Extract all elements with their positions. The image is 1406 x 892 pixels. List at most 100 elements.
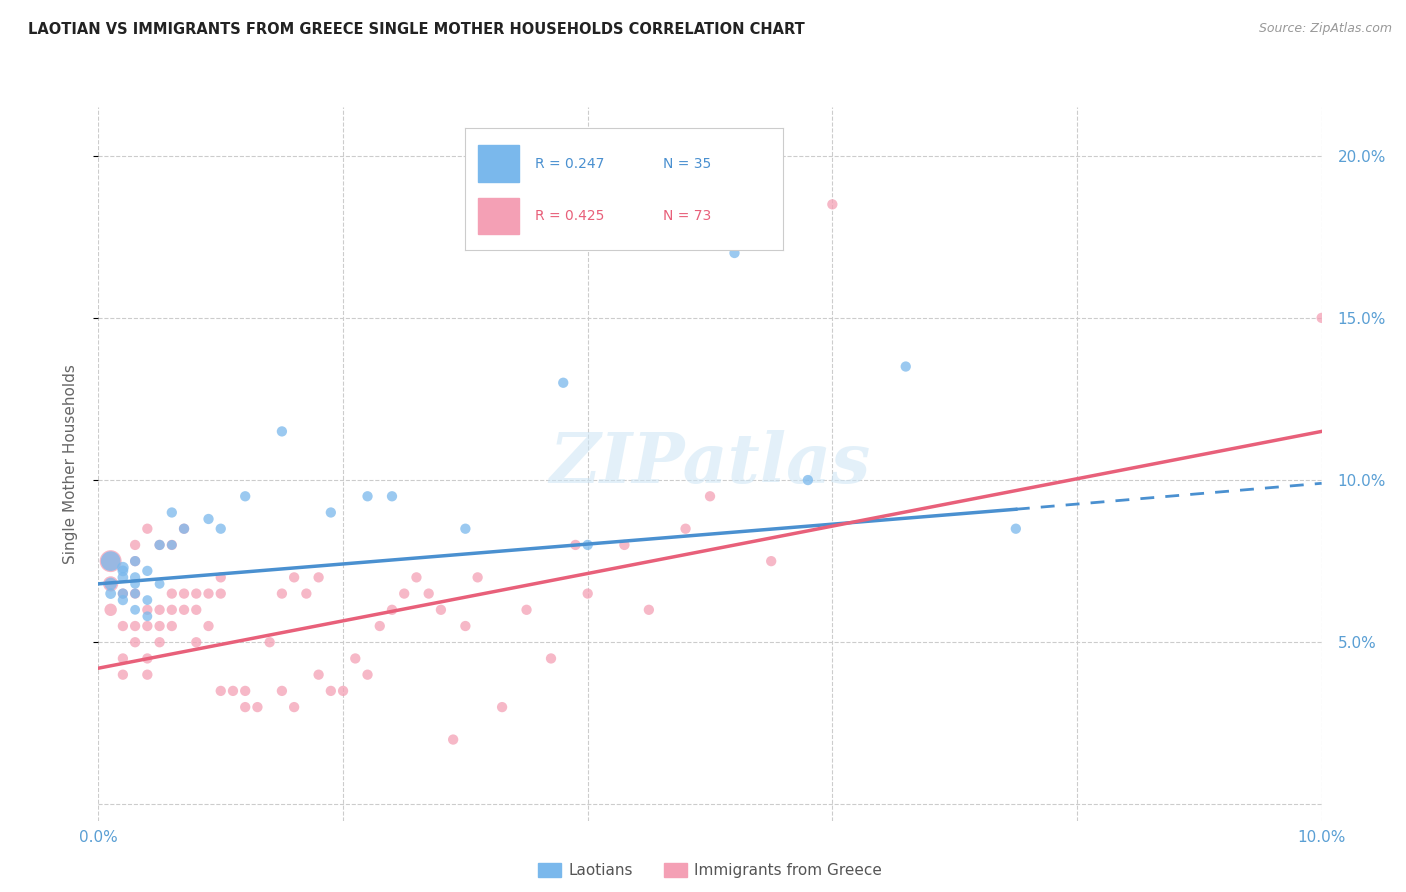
Point — [100, 577, 122, 591]
Point — [136, 667, 159, 681]
Point — [381, 603, 404, 617]
Point — [111, 560, 134, 574]
Point — [111, 586, 134, 600]
Point — [344, 651, 367, 665]
Point — [209, 684, 232, 698]
Point — [418, 586, 440, 600]
Point — [197, 619, 219, 633]
Point — [319, 684, 342, 698]
Point — [124, 619, 146, 633]
Point — [270, 684, 292, 698]
Point — [308, 570, 330, 584]
Point — [283, 700, 305, 714]
Point — [233, 684, 256, 698]
Point — [100, 586, 122, 600]
Point — [186, 586, 208, 600]
Y-axis label: Single Mother Households: Single Mother Households — [63, 364, 77, 564]
Point — [259, 635, 281, 649]
Point — [821, 197, 844, 211]
Point — [111, 619, 134, 633]
Point — [441, 732, 464, 747]
Point — [111, 651, 134, 665]
Point — [136, 522, 159, 536]
Point — [111, 570, 134, 584]
Point — [430, 603, 453, 617]
Point — [186, 603, 208, 617]
Point — [124, 554, 146, 568]
Point — [246, 700, 269, 714]
Point — [124, 635, 146, 649]
Point — [173, 603, 195, 617]
Point — [136, 564, 159, 578]
Point — [576, 538, 599, 552]
Point — [149, 635, 172, 649]
Point — [160, 506, 183, 520]
Point — [124, 538, 146, 552]
Point — [149, 619, 172, 633]
Point — [173, 522, 195, 536]
Point — [368, 619, 391, 633]
Point — [209, 522, 232, 536]
Point — [576, 586, 599, 600]
Point — [797, 473, 820, 487]
Point — [136, 603, 159, 617]
Point — [564, 538, 586, 552]
Point — [160, 603, 183, 617]
Point — [759, 554, 782, 568]
Point — [160, 538, 183, 552]
Point — [491, 700, 513, 714]
Point — [699, 489, 721, 503]
Point — [136, 651, 159, 665]
Point — [516, 603, 538, 617]
Point — [149, 538, 172, 552]
Point — [100, 603, 122, 617]
Point — [405, 570, 427, 584]
Point — [197, 586, 219, 600]
Point — [124, 554, 146, 568]
Point — [100, 554, 122, 568]
Legend: Laotians, Immigrants from Greece: Laotians, Immigrants from Greece — [531, 857, 889, 884]
Point — [197, 512, 219, 526]
Point — [160, 619, 183, 633]
Point — [111, 564, 134, 578]
Point — [124, 603, 146, 617]
Point — [124, 586, 146, 600]
Point — [111, 593, 134, 607]
Point — [723, 246, 745, 260]
Point — [149, 603, 172, 617]
Point — [381, 489, 404, 503]
Point — [454, 522, 477, 536]
Point — [100, 577, 122, 591]
Point — [356, 489, 378, 503]
Text: LAOTIAN VS IMMIGRANTS FROM GREECE SINGLE MOTHER HOUSEHOLDS CORRELATION CHART: LAOTIAN VS IMMIGRANTS FROM GREECE SINGLE… — [28, 22, 804, 37]
Point — [136, 619, 159, 633]
Point — [111, 667, 134, 681]
Point — [675, 522, 697, 536]
Point — [332, 684, 354, 698]
Point — [149, 577, 172, 591]
Point — [173, 522, 195, 536]
Point — [553, 376, 575, 390]
Point — [308, 667, 330, 681]
Point — [233, 489, 256, 503]
Point — [136, 609, 159, 624]
Point — [186, 635, 208, 649]
Point — [136, 593, 159, 607]
Point — [209, 586, 232, 600]
Point — [295, 586, 318, 600]
Point — [173, 586, 195, 600]
Point — [100, 554, 122, 568]
Text: Source: ZipAtlas.com: Source: ZipAtlas.com — [1258, 22, 1392, 36]
Point — [270, 425, 292, 439]
Point — [124, 586, 146, 600]
Point — [160, 538, 183, 552]
Point — [1310, 310, 1333, 325]
Point — [124, 577, 146, 591]
Point — [160, 586, 183, 600]
Point — [209, 570, 232, 584]
Point — [392, 586, 416, 600]
Point — [540, 651, 562, 665]
Point — [124, 570, 146, 584]
Point — [111, 586, 134, 600]
Point — [319, 506, 342, 520]
